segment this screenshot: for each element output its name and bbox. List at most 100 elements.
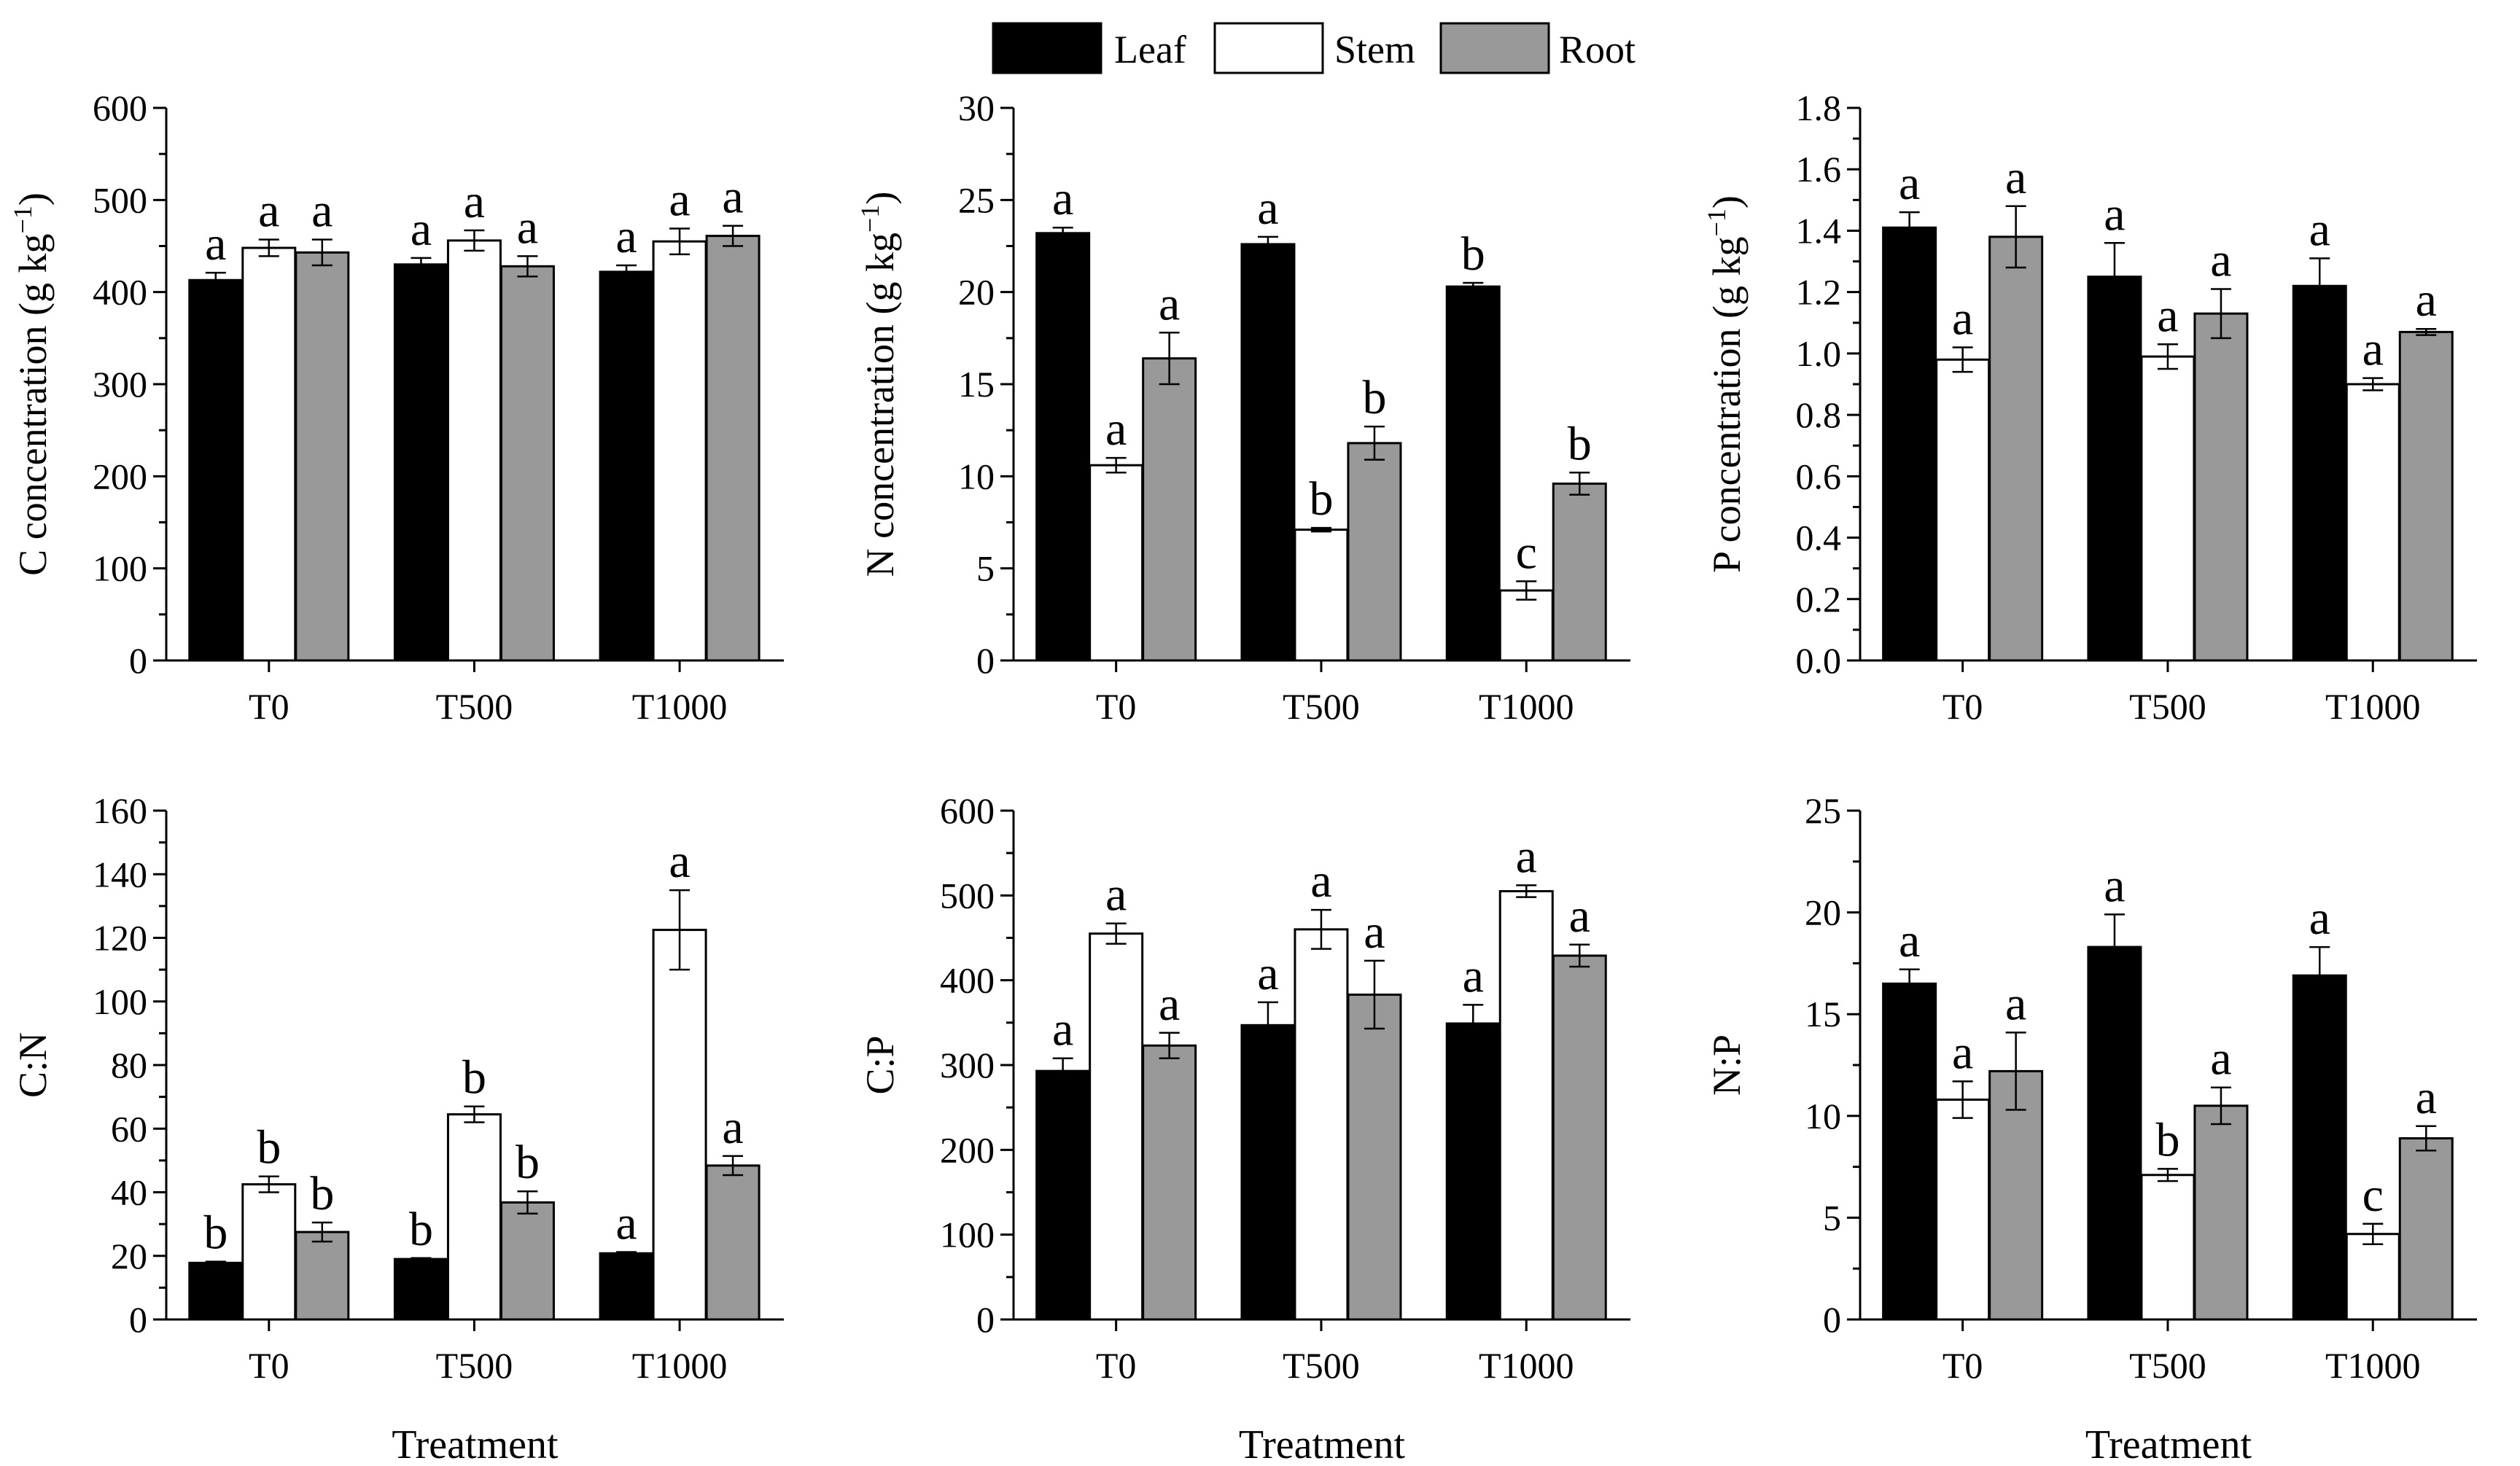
significance-letter: a xyxy=(615,1197,637,1250)
y-tick-label: 0 xyxy=(129,1299,147,1340)
significance-letter: a xyxy=(2104,187,2125,241)
y-tick-label: 400 xyxy=(940,960,995,1001)
bar-root xyxy=(295,1231,350,1321)
x-tick-label: T1000 xyxy=(2325,1345,2421,1386)
significance-letter: a xyxy=(1159,277,1180,330)
x-axis-label: Treatment xyxy=(1239,1422,1406,1466)
significance-letter: a xyxy=(1052,1003,1073,1056)
y-axis-label-sup: −1 xyxy=(8,206,37,233)
y-tick-label: 25 xyxy=(958,179,995,220)
y-tick-label: 10 xyxy=(1805,1096,1841,1136)
y-tick-label: 120 xyxy=(93,918,147,959)
y-axis-label-text: C:P xyxy=(858,1035,902,1094)
significance-letter: a xyxy=(1257,182,1278,235)
significance-letter: b xyxy=(203,1206,228,1260)
y-tick-label: 0.4 xyxy=(1796,518,1842,558)
y-tick-label: 500 xyxy=(93,179,147,220)
bar-leaf xyxy=(2087,276,2142,662)
bar-root xyxy=(1142,1044,1197,1321)
y-tick-label: 600 xyxy=(940,790,995,831)
significance-letter: c xyxy=(1516,526,1537,579)
significance-letter: a xyxy=(1364,905,1385,959)
x-tick-label: T0 xyxy=(1096,686,1137,727)
bar-root xyxy=(2398,330,2454,662)
bar-root xyxy=(1988,1069,2044,1321)
y-tick-label: 500 xyxy=(940,875,995,916)
significance-letter: b xyxy=(462,1051,486,1104)
bar-stem xyxy=(241,1183,297,1321)
y-tick-label: 20 xyxy=(111,1236,147,1276)
x-tick-label: T0 xyxy=(1942,686,1983,727)
significance-letter: a xyxy=(1105,402,1127,456)
significance-letter: b xyxy=(257,1121,281,1174)
x-tick-label: T500 xyxy=(2129,686,2206,727)
bar-stem xyxy=(1089,464,1144,662)
significance-letter: a xyxy=(2309,203,2330,256)
y-tick-label: 0.0 xyxy=(1796,640,1842,681)
bar-root xyxy=(705,1164,761,1321)
bar-leaf xyxy=(1035,232,1091,662)
bar-stem xyxy=(1294,928,1349,1321)
chart-panel-3: 0.00.20.40.60.81.01.21.41.61.8T0aaaT500a… xyxy=(1702,87,2477,727)
y-tick-label: 20 xyxy=(1805,892,1841,933)
significance-letter: a xyxy=(1159,978,1180,1031)
bar-stem xyxy=(2345,383,2400,662)
significance-letter: b xyxy=(1362,371,1386,424)
legend-label-stem: Stem xyxy=(1334,28,1415,71)
bar-leaf xyxy=(393,263,448,662)
bar-stem xyxy=(241,246,297,662)
x-tick-label: T1000 xyxy=(1479,686,1574,727)
chart-panel-6: 0510152025T0aaaT500abaT1000acaN:PTreatme… xyxy=(1705,790,2477,1466)
significance-letter: a xyxy=(1899,157,1920,210)
y-tick-label: 200 xyxy=(93,456,147,496)
y-tick-label: 140 xyxy=(93,854,147,894)
bar-root xyxy=(2193,312,2249,662)
x-tick-label: T500 xyxy=(436,1345,513,1386)
significance-letter: a xyxy=(2210,233,2231,286)
bar-leaf xyxy=(1445,1022,1501,1321)
y-tick-label: 60 xyxy=(111,1108,147,1149)
bar-stem xyxy=(446,1113,502,1321)
y-tick-label: 100 xyxy=(93,548,147,589)
y-tick-label: 25 xyxy=(1805,790,1841,831)
y-tick-label: 5 xyxy=(1823,1197,1841,1238)
significance-letter: a xyxy=(1257,947,1278,1000)
bar-root xyxy=(295,251,350,662)
significance-letter: a xyxy=(2210,1032,2231,1085)
significance-letter: a xyxy=(1463,949,1484,1002)
significance-letter: b xyxy=(2155,1113,2179,1166)
bar-leaf xyxy=(188,278,244,662)
x-tick-label: T0 xyxy=(1096,1345,1137,1386)
significance-letter: a xyxy=(1310,854,1331,908)
significance-letter: b xyxy=(516,1136,540,1189)
significance-letter: a xyxy=(722,171,743,224)
y-tick-label: 400 xyxy=(93,272,147,313)
y-tick-label: 0 xyxy=(976,1299,995,1340)
y-tick-label: 160 xyxy=(93,790,147,831)
significance-letter: a xyxy=(2104,859,2125,912)
bar-stem xyxy=(2345,1233,2400,1321)
bar-root xyxy=(1347,993,1402,1321)
bar-root xyxy=(499,265,555,662)
bar-stem xyxy=(652,240,707,662)
legend: Leaf Stem Root xyxy=(992,22,1636,74)
chart-panel-5: 0100200300400500600T0aaaT500aaaT1000aaaC… xyxy=(858,790,1630,1466)
significance-letter: a xyxy=(669,835,690,888)
bar-stem xyxy=(1294,529,1349,662)
bar-leaf xyxy=(599,270,654,662)
y-tick-label: 200 xyxy=(940,1129,995,1170)
y-axis-label-close: ) xyxy=(858,192,902,205)
y-tick-label: 1.8 xyxy=(1796,87,1842,128)
y-tick-label: 0 xyxy=(976,640,995,681)
y-tick-label: 100 xyxy=(93,981,147,1022)
x-tick-label: T0 xyxy=(249,686,289,727)
y-axis-label-sup: −1 xyxy=(1702,208,1731,236)
bar-leaf xyxy=(2087,946,2142,1321)
y-tick-label: 5 xyxy=(976,548,995,589)
significance-letter: a xyxy=(2416,273,2437,327)
y-axis-label: N concentration (g kg−1) xyxy=(855,192,902,577)
bar-leaf xyxy=(599,1252,654,1321)
x-tick-label: T1000 xyxy=(2325,686,2421,727)
legend-swatch-root xyxy=(1439,22,1550,74)
